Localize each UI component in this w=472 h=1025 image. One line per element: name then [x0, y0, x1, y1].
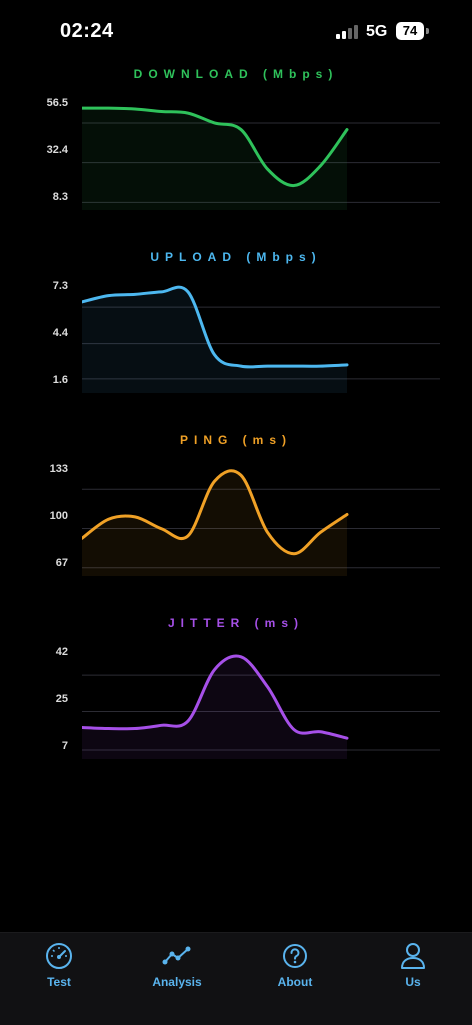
person-icon [401, 943, 425, 969]
ping-chart-title: PING (ms) [179, 433, 292, 447]
series-line [82, 106, 349, 188]
upload-tick-3: 1.6 [52, 374, 68, 386]
tab-analysis[interactable]: Analysis [118, 941, 236, 1001]
tab-test-label: Test [47, 975, 71, 989]
ping-tick-2: 100 [49, 510, 68, 522]
download-tick-3: 8.3 [52, 191, 68, 203]
ping-tick-3: 67 [55, 557, 68, 569]
jitter-chart-title: JITTER (ms) [167, 616, 304, 630]
line-chart-icon [162, 946, 191, 965]
tab-analysis-label: Analysis [152, 975, 202, 989]
series-area [82, 656, 347, 759]
series-line [82, 654, 349, 740]
tab-about[interactable]: About [236, 941, 354, 1001]
upload-tick-1: 7.3 [52, 280, 68, 292]
series-area [82, 287, 347, 393]
upload-chart-title: UPLOAD (Mbps) [150, 250, 322, 264]
upload-tick-2: 4.4 [52, 327, 68, 339]
jitter-tick-3: 7 [61, 740, 68, 752]
ping-chart [82, 469, 440, 576]
battery-tip [426, 28, 429, 34]
jitter-tick-1: 42 [55, 646, 68, 658]
jitter-chart [82, 654, 440, 759]
tab-test[interactable]: Test [0, 941, 118, 1001]
speedometer-icon [46, 943, 72, 969]
battery-icon: 74 [396, 22, 424, 40]
ping-tick-1: 133 [49, 463, 68, 475]
network-type: 5G [366, 23, 388, 40]
question-circle-icon [283, 944, 307, 968]
series-area [82, 470, 347, 576]
status-bar: 02:24 5G 74 [0, 0, 472, 60]
tab-us[interactable]: Us [354, 941, 472, 1001]
series-line [82, 285, 349, 369]
status-time: 02:24 [60, 20, 114, 42]
tab-about-label: About [277, 975, 313, 989]
download-tick-2: 32.4 [46, 144, 68, 156]
upload-chart [82, 285, 440, 393]
jitter-tick-2: 25 [55, 693, 68, 705]
series-line [82, 469, 349, 556]
tab-bar: Test Analysis About Us [0, 932, 472, 1025]
download-chart [82, 106, 440, 210]
tab-us-label: Us [405, 975, 421, 989]
download-tick-1: 56.5 [46, 97, 68, 109]
signal-icon [336, 25, 360, 39]
download-chart-title: DOWNLOAD (Mbps) [133, 67, 339, 81]
series-area [82, 108, 347, 210]
